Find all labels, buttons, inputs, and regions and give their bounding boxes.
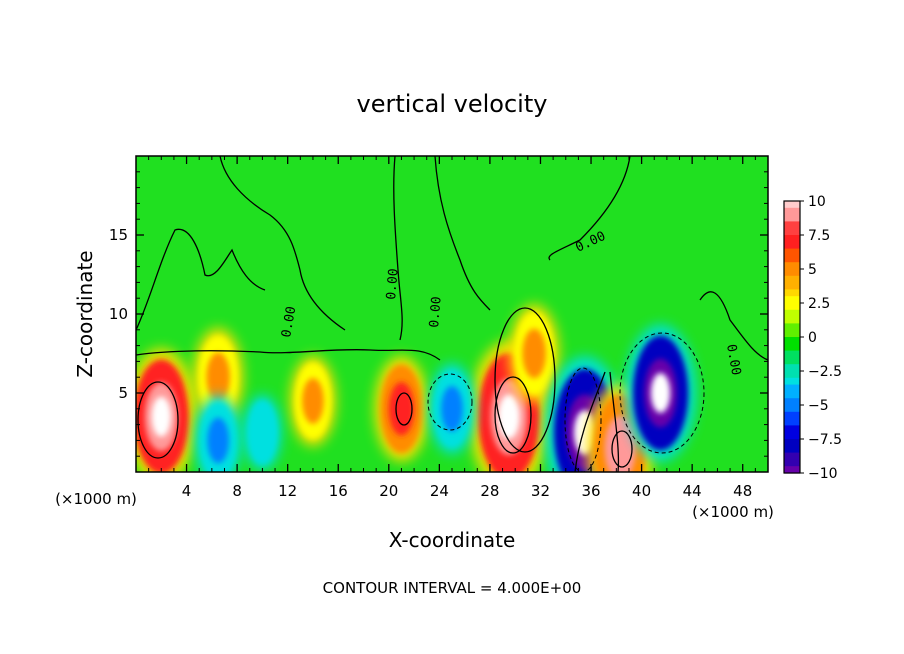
colorbar-segment xyxy=(784,221,800,229)
velocity-cell-10 xyxy=(194,394,242,472)
colorbar-segment xyxy=(784,425,800,433)
colorbar-segment xyxy=(784,452,800,460)
contour-label: 0.00 xyxy=(384,268,402,301)
colorbar-segment xyxy=(784,282,800,290)
velocity-cell-8 xyxy=(624,324,697,462)
colorbar-tick-label: −7.5 xyxy=(808,432,842,448)
colorbar-segment xyxy=(784,323,800,331)
colorbar-segment xyxy=(784,398,800,406)
chart-title: vertical velocity xyxy=(357,90,548,118)
colorbar-tick-label: 0 xyxy=(808,330,817,346)
colorbar-segment xyxy=(784,405,800,413)
colorbar-segment xyxy=(784,228,800,236)
velocity-features xyxy=(136,304,697,472)
colorbar-segment xyxy=(784,214,800,222)
colorbar-segment xyxy=(784,316,800,324)
colorbar-segment xyxy=(784,343,800,352)
x-tick-label: 20 xyxy=(379,482,398,500)
colorbar-segment xyxy=(784,364,800,372)
colorbar-segment xyxy=(784,391,800,399)
colorbar-segment xyxy=(784,384,800,392)
contour-lines xyxy=(136,156,768,472)
colorbar-segment xyxy=(784,248,800,256)
colorbar-tick-label: −10 xyxy=(808,466,838,482)
colorbar-tick-label: −5 xyxy=(808,398,829,414)
velocity-cell-0 xyxy=(136,348,198,472)
colorbar-tick-label: 7.5 xyxy=(808,228,830,244)
colorbar: 10 7.5 5 2.5 0 −2.5 −5 −7.5 −10 xyxy=(783,194,842,482)
y-tick-label: 15 xyxy=(109,226,128,244)
x-tick-label: 32 xyxy=(531,482,550,500)
contour-interval-note: CONTOUR INTERVAL = 4.000E+00 xyxy=(323,579,582,597)
x-axis-label: X-coordinate xyxy=(389,528,516,552)
y-axis-label: Z-coordinate xyxy=(73,250,97,377)
x-tick-label: 8 xyxy=(232,482,242,500)
y-axis: 5 10 15 xyxy=(109,171,768,457)
colorbar-tick-label: 10 xyxy=(808,194,826,210)
x-unit-left: (×1000 m) xyxy=(55,490,137,508)
colorbar-segment xyxy=(784,330,800,338)
colorbar-segment xyxy=(784,289,800,297)
colorbar-segment xyxy=(784,432,800,440)
y-tick-label: 5 xyxy=(118,384,128,402)
colorbar-tick-label: 5 xyxy=(808,262,817,278)
x-tick-label: 12 xyxy=(278,482,297,500)
x-tick-label: 44 xyxy=(683,482,702,500)
colorbar-segment xyxy=(784,411,800,420)
velocity-cell-9 xyxy=(428,363,476,455)
colorbar-segment xyxy=(784,275,800,284)
colorbar-tick-label: 2.5 xyxy=(808,296,830,312)
colorbar-segment xyxy=(784,296,800,304)
colorbar-segment xyxy=(784,235,800,243)
colorbar-segment xyxy=(784,459,800,467)
velocity-cell-1 xyxy=(192,327,244,427)
colorbar-segment xyxy=(784,439,800,447)
x-tick-label: 28 xyxy=(480,482,499,500)
colorbar-segment xyxy=(784,201,800,209)
x-unit-right: (×1000 m) xyxy=(692,503,774,521)
y-tick-label: 10 xyxy=(109,305,128,323)
colorbar-tick-label: −2.5 xyxy=(808,364,842,380)
colorbar-segment xyxy=(784,269,800,277)
colorbar-segment xyxy=(784,207,800,216)
negative-contours xyxy=(427,332,705,472)
positive-contours xyxy=(137,307,633,468)
colorbar-segment xyxy=(784,241,800,250)
contour-label: 0.00 xyxy=(723,343,743,376)
velocity-cell-5 xyxy=(508,304,560,403)
x-tick-label: 16 xyxy=(329,482,348,500)
x-tick-label: 4 xyxy=(182,482,192,500)
velocity-cell-2 xyxy=(289,355,337,447)
x-tick-label: 36 xyxy=(581,482,600,500)
colorbar-segment xyxy=(784,371,800,379)
colorbar-segment xyxy=(784,337,800,345)
colorbar-segment xyxy=(784,418,800,426)
x-tick-label: 40 xyxy=(632,482,651,500)
colorbar-segment xyxy=(784,466,800,474)
colorbar-segment xyxy=(784,350,800,358)
contour-label: 0.00 xyxy=(427,296,445,329)
colorbar-segment xyxy=(784,377,800,386)
colorbar-segment xyxy=(784,262,800,270)
x-tick-label: 48 xyxy=(733,482,752,500)
colorbar-segment xyxy=(784,309,800,318)
colorbar-segment xyxy=(784,303,800,311)
x-tick-label: 24 xyxy=(430,482,449,500)
colorbar-segment xyxy=(784,445,800,454)
velocity-cell-11 xyxy=(243,394,282,471)
contour-label: 0.00 xyxy=(279,305,299,338)
x-axis: 4 8 12 16 20 24 28 32 36 40 44 48 xyxy=(148,156,756,500)
velocity-cell-3 xyxy=(373,355,429,463)
contour-field: 0.00 0.00 0.00 0.00 0.00 xyxy=(136,156,768,472)
colorbar-segment xyxy=(784,357,800,365)
colorbar-segment xyxy=(784,255,800,263)
